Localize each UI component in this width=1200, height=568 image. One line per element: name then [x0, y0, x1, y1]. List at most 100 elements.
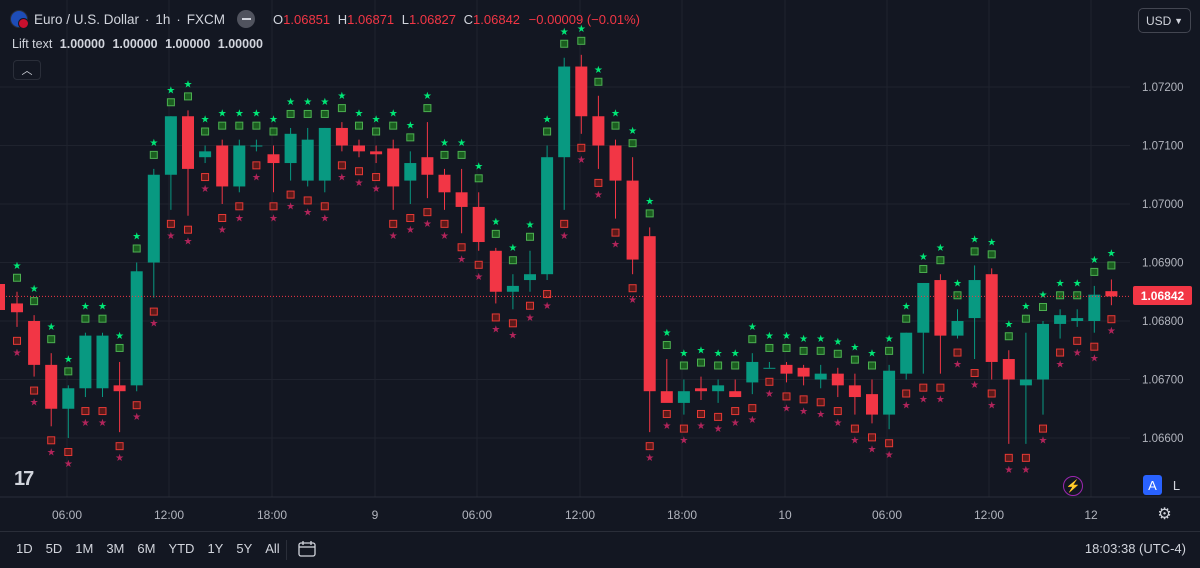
signal-box-up [577, 36, 586, 45]
star-up-icon: ★ [662, 328, 671, 339]
candle-body [729, 391, 742, 398]
signal-box-down [218, 214, 227, 222]
signal-box-up [423, 104, 432, 113]
candle [934, 274, 947, 374]
exchange-label: FXCM [186, 11, 226, 27]
currency-selector[interactable]: USD ▼ [1138, 8, 1191, 33]
candle [199, 145, 212, 164]
symbol-name[interactable]: Euro / U.S. Dollar [34, 11, 140, 27]
signal-box-up [286, 109, 295, 118]
y-tick-label: 1.07000 [1142, 199, 1184, 211]
range-button-all[interactable]: All [265, 541, 280, 556]
star-up-icon: ★ [440, 138, 449, 149]
star-down-icon: ★ [868, 444, 877, 455]
candle-body [712, 385, 725, 392]
y-tick-label: 1.06700 [1142, 375, 1184, 387]
signal-box-up [1021, 314, 1030, 323]
signal-box-down [611, 228, 620, 237]
range-button-1y[interactable]: 1Y [207, 541, 224, 556]
star-down-icon: ★ [508, 330, 517, 341]
signal-box-down [1056, 348, 1065, 357]
star-up-icon: ★ [423, 91, 432, 102]
candle-body [387, 148, 400, 187]
signal-box-down [423, 208, 432, 217]
range-button-5d[interactable]: 5D [45, 541, 63, 556]
lightning-icon[interactable]: ⚡ [1063, 476, 1083, 496]
candle-body [164, 116, 177, 175]
x-tick-label: 18:00 [257, 508, 287, 522]
candle-body [660, 391, 673, 403]
ohlc-readout: O1.06851 H1.06871 L1.06827 C1.06842 −0.0… [273, 11, 640, 27]
star-up-icon: ★ [1073, 278, 1082, 289]
range-button-1d[interactable]: 1D [16, 541, 33, 556]
candle [455, 168, 468, 234]
x-tick-label: 12:00 [974, 508, 1004, 522]
range-button-ytd[interactable]: YTD [168, 541, 195, 556]
interval-label[interactable]: 1h [155, 11, 171, 27]
candle [951, 309, 964, 339]
star-up-icon: ★ [1039, 290, 1048, 301]
candles [11, 54, 1118, 444]
candle-body [45, 364, 58, 409]
signal-box-up [320, 109, 329, 118]
candle-body [28, 321, 41, 365]
star-down-icon: ★ [1073, 348, 1082, 359]
signal-box-up [235, 121, 244, 130]
gear-icon[interactable]: ⚙ [1157, 506, 1172, 523]
star-up-icon: ★ [1021, 302, 1030, 313]
currency-label: USD [1146, 13, 1172, 28]
signal-box-up [850, 355, 859, 364]
candle-body [746, 361, 759, 383]
market-status-icon[interactable] [237, 10, 256, 28]
candle [866, 379, 878, 424]
x-tick-label: 06:00 [462, 508, 492, 522]
star-down-icon: ★ [389, 231, 398, 242]
candle-body [1002, 359, 1015, 380]
signal-box-down [132, 401, 141, 410]
star-up-icon: ★ [765, 331, 774, 342]
range-button-5y[interactable]: 5Y [236, 541, 253, 556]
star-down-icon: ★ [543, 301, 552, 312]
signal-box-down [799, 395, 808, 404]
star-down-icon: ★ [662, 421, 671, 432]
star-down-icon: ★ [30, 398, 39, 409]
clock-timezone[interactable]: 18:03:38 (UTC-4) [1084, 541, 1186, 556]
candle-body [831, 373, 844, 386]
candle [79, 332, 92, 398]
signal-box-up [372, 127, 381, 136]
candle-body [216, 145, 229, 187]
tradingview-logo-icon[interactable]: 17 [14, 468, 34, 490]
candle [900, 332, 913, 380]
range-button-6m[interactable]: 6M [137, 541, 156, 556]
calendar-range-icon[interactable] [297, 539, 317, 559]
indicator-name: Lift text [12, 37, 53, 51]
signal-box-down [1004, 453, 1013, 462]
signal-box-up [679, 361, 688, 370]
star-up-icon: ★ [81, 302, 90, 313]
range-button-1m[interactable]: 1M [75, 541, 94, 556]
star-up-icon: ★ [748, 322, 757, 333]
signal-box-down [526, 301, 534, 310]
open-value: 1.06851 [283, 11, 331, 27]
star-down-icon: ★ [286, 202, 295, 213]
y-tick-label: 1.06800 [1142, 316, 1184, 328]
star-up-icon: ★ [252, 109, 261, 120]
candle-body [592, 116, 605, 146]
star-down-icon: ★ [218, 225, 227, 236]
change-value: −0.00009 (−0.01%) [528, 11, 640, 27]
star-up-icon: ★ [850, 343, 859, 354]
signal-box-down [543, 290, 552, 299]
range-button-3m[interactable]: 3M [106, 541, 125, 556]
auto-scale-button[interactable]: A [1143, 475, 1162, 495]
star-up-icon: ★ [543, 115, 552, 126]
log-scale-button[interactable]: L [1172, 477, 1181, 493]
candle-body [250, 145, 263, 147]
candle [62, 385, 75, 438]
indicator-value: 1.00000 [217, 37, 263, 51]
collapse-legend-button[interactable]: ︿ [13, 60, 41, 80]
indicator-legend[interactable]: Lift text 1.00000 1.00000 1.00000 1.0000… [12, 37, 263, 51]
signal-box-down [47, 436, 56, 445]
star-down-icon: ★ [594, 190, 603, 201]
signal-box-up [919, 264, 928, 273]
